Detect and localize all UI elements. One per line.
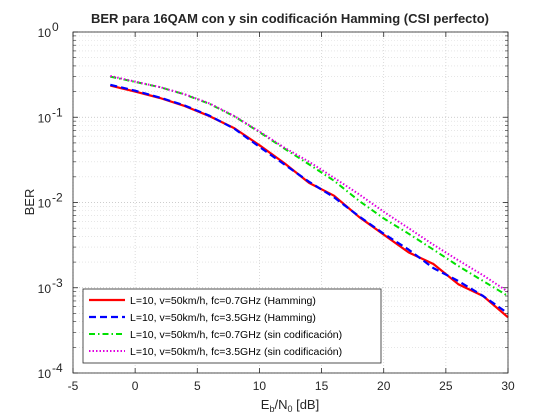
- y-tick-label: 10: [38, 111, 52, 125]
- y-axis-label: BER: [22, 189, 37, 216]
- y-tick-exponent: -2: [52, 191, 63, 205]
- y-tick-exponent: -4: [52, 361, 63, 375]
- legend-label-2: L=10, v=50km/h, fc=3.5GHz (Hamming): [130, 312, 316, 324]
- series-line-2: [110, 83, 509, 315]
- x-tick-label: 0: [132, 379, 139, 393]
- x-tick-label: 25: [439, 379, 453, 393]
- legend-box: [82, 288, 382, 364]
- y-tick-exponent: 0: [52, 20, 59, 34]
- legend-label-4: L=10, v=50km/h, fc=3.5GHz (sin codificac…: [130, 346, 342, 358]
- x-tick-label: 15: [315, 379, 329, 393]
- x-axis-label: Eb/N0 [dB]: [261, 397, 319, 414]
- y-tick-exponent: -3: [52, 276, 63, 290]
- series-line-3: [110, 75, 509, 297]
- x-tick-label: -5: [68, 379, 79, 393]
- chart-title: BER para 16QAM con y sin codificación Ha…: [91, 11, 489, 26]
- x-tick-label: 20: [377, 379, 391, 393]
- legend-label-1: L=10, v=50km/h, fc=0.7GHz (Hamming): [130, 295, 316, 307]
- x-tick-label: 10: [253, 379, 267, 393]
- y-tick-label: 10: [38, 367, 52, 381]
- legend: L=10, v=50km/h, fc=0.7GHz (Hamming) L=10,…: [82, 288, 382, 364]
- minor-grid: [73, 35, 508, 348]
- series-lines: [110, 75, 509, 319]
- legend-label-3: L=10, v=50km/h, fc=0.7GHz (sin codificac…: [130, 329, 342, 341]
- y-tick-label: 10: [38, 26, 52, 40]
- x-tick-label: 5: [194, 379, 201, 393]
- y-tick-exponent: -1: [52, 105, 63, 119]
- axis-ticks: [72, 31, 509, 374]
- y-tick-label: 10: [38, 197, 52, 211]
- x-tick-label: 30: [501, 379, 515, 393]
- y-tick-label: 10: [38, 282, 52, 296]
- x-tick-labels: -5 0 5 10 15 20 25 30: [68, 379, 515, 393]
